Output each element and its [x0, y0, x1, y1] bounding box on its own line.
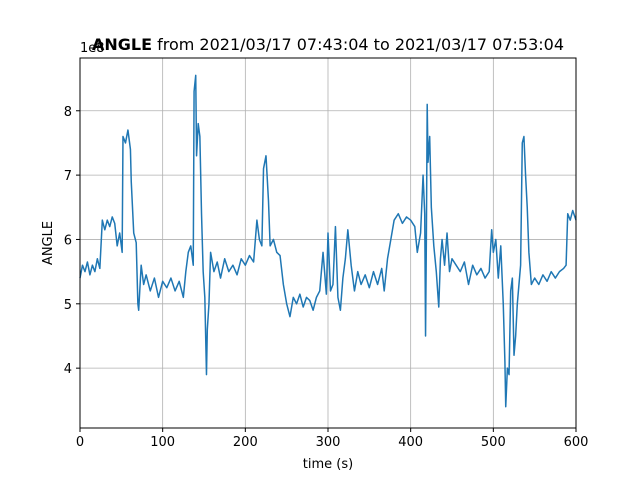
x-tick-label: 200: [233, 435, 258, 450]
y-tick-label: 5: [64, 298, 72, 313]
x-tick-label: 0: [76, 435, 84, 450]
y-offset-text: 1e8: [80, 41, 105, 56]
x-tick-label: 300: [316, 435, 341, 450]
x-tick-label: 400: [398, 435, 423, 450]
x-tick-label: 100: [150, 435, 175, 450]
x-tick-label: 600: [564, 435, 589, 450]
y-tick-label: 8: [64, 105, 72, 120]
y-tick-label: 6: [64, 233, 72, 248]
data-line: [79, 74, 577, 408]
y-tick-label: 7: [64, 169, 72, 184]
ticks: 0 100 200 300 400 500 600 4 5 6 7 8: [64, 105, 589, 450]
x-axis-label: time (s): [303, 457, 353, 472]
title-text: from 2021/03/17 07:43:04 to 2021/03/17 0…: [157, 35, 564, 54]
y-axis-label: ANGLE: [41, 221, 56, 265]
chart-title: ANGLE from 2021/03/17 07:43:04 to 2021/0…: [92, 35, 564, 54]
y-tick-label: 4: [64, 362, 72, 377]
plot-area: [79, 74, 577, 408]
title-prefix: ANGLE: [92, 35, 152, 54]
x-tick-label: 500: [481, 435, 506, 450]
